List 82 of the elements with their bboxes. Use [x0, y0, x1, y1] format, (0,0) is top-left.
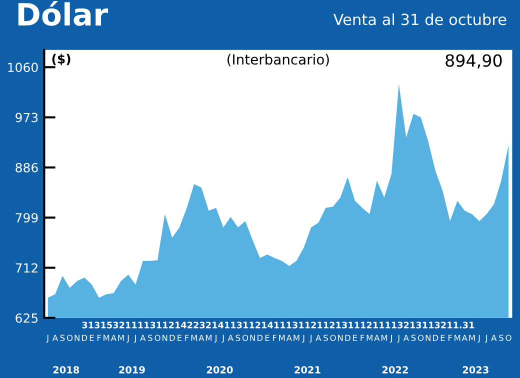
- x-tick-label: A: [228, 334, 234, 341]
- x-tick-label: M: [366, 334, 372, 341]
- text: 2018: [53, 366, 80, 374]
- text: 2023: [462, 366, 488, 374]
- text: 2021: [294, 366, 320, 374]
- x-tick-label: O: [506, 334, 512, 342]
- x-tick-label: A: [140, 334, 146, 341]
- x-tick-label: J: [134, 334, 136, 343]
- x-tick-label: J: [484, 334, 488, 343]
- text: 2022: [382, 366, 408, 374]
- x-tick-label: J: [214, 334, 216, 343]
- x-tick-label: J: [46, 334, 48, 343]
- x-tick-label: A: [110, 334, 116, 341]
- y-tick-label: 1060: [8, 62, 38, 72]
- x-tick-label: D: [82, 334, 88, 341]
- x-tick-label: S: [148, 334, 152, 342]
- x-tick-label: J: [126, 334, 129, 343]
- text: 3131532111131121422321411311214111311211213111211113213113211.31: [82, 322, 474, 328]
- x-tick-label: S: [60, 334, 65, 342]
- annotation: ($): [52, 54, 70, 66]
- x-tick-label: E: [353, 334, 358, 341]
- x-tick-label: N: [338, 334, 343, 341]
- x-tick-label: M: [118, 334, 124, 341]
- x-tick-label: O: [418, 334, 424, 342]
- x-tick-label: J: [397, 334, 400, 343]
- x-tick-label: O: [330, 334, 336, 342]
- x-tick-label: M: [381, 334, 388, 341]
- x-tick-label: A: [286, 334, 292, 341]
- x-tick-label: E: [440, 334, 445, 341]
- x-tick-label: A: [52, 334, 58, 341]
- x-tick-label: E: [90, 334, 94, 341]
- x-tick-label: N: [250, 334, 255, 341]
- x-tick-label: J: [478, 334, 480, 343]
- x-tick-label: F: [185, 334, 189, 341]
- x-tick-label: F: [97, 334, 101, 341]
- chart-subtitle: Venta al 31 de octubre: [333, 13, 506, 26]
- x-tick-label: S: [411, 334, 416, 342]
- x-tick-label: M: [104, 334, 110, 341]
- x-tick-label: A: [462, 334, 468, 341]
- x-tick-label: J: [222, 334, 224, 343]
- x-tick-label: A: [491, 334, 497, 341]
- x-tick-label: E: [178, 334, 182, 341]
- x-tick-label: M: [294, 334, 300, 341]
- x-tick-label: O: [154, 334, 160, 342]
- x-tick-label: M: [206, 334, 212, 341]
- x-tick-label: N: [74, 334, 80, 341]
- x-tick-label: A: [316, 334, 322, 341]
- x-tick-label: F: [448, 334, 452, 341]
- x-tick-label: N: [162, 334, 168, 341]
- x-tick-label: E: [265, 334, 270, 341]
- text: 2020: [206, 366, 233, 374]
- x-tick-label: N: [426, 334, 430, 341]
- x-tick-label: M: [279, 334, 285, 341]
- y-tick-label: 799: [16, 213, 38, 223]
- x-tick-label: S: [499, 334, 504, 342]
- x-tick-label: M: [191, 334, 197, 341]
- x-tick-label: M: [469, 334, 475, 341]
- x-tick-label: F: [272, 334, 276, 341]
- x-tick-label: S: [324, 334, 328, 342]
- x-tick-label: D: [345, 334, 350, 341]
- x-tick-label: M: [454, 334, 460, 341]
- x-tick-label: O: [242, 334, 248, 342]
- x-tick-label: A: [374, 334, 380, 341]
- annotation: 894,90: [446, 54, 502, 69]
- y-tick-label: 973: [16, 112, 38, 122]
- x-tick-label: A: [403, 334, 409, 341]
- x-tick-label: D: [258, 334, 263, 341]
- y-tick-label: 712: [16, 263, 38, 273]
- x-tick-label: J: [390, 334, 392, 343]
- text: 2019: [119, 366, 145, 374]
- x-tick-label: F: [360, 334, 364, 341]
- x-tick-label: J: [302, 334, 304, 343]
- x-tick-label: O: [66, 334, 73, 342]
- x-tick-label: A: [198, 334, 204, 341]
- y-tick-label: 886: [16, 162, 38, 172]
- x-tick-label: D: [170, 334, 175, 341]
- y-tick-label: 625: [16, 313, 38, 323]
- x-tick-label: S: [236, 334, 240, 342]
- y-axis-title: (Interbancario): [228, 54, 329, 66]
- x-tick-label: J: [309, 334, 312, 343]
- chart-title: Dólar: [18, 1, 108, 26]
- x-tick-label: D: [433, 334, 438, 341]
